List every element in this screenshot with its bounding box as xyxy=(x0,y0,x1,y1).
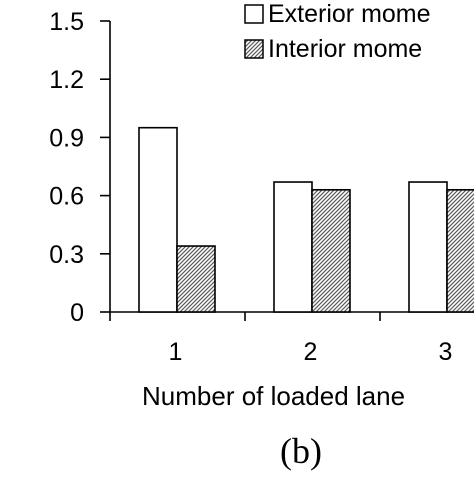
exterior-bar xyxy=(273,181,313,313)
y-tick-label: 1.5 xyxy=(49,8,84,36)
x-axis-title: Number of loaded lane xyxy=(142,381,405,411)
y-tick-label: 0 xyxy=(70,299,84,327)
y-tick-label: 0.6 xyxy=(49,183,84,211)
legend-label: Exterior mome xyxy=(268,0,431,28)
y-axis: 0 0.3 0.6 0.9 1.2 1.5 xyxy=(49,8,111,327)
interior-bar xyxy=(176,245,216,313)
y-tick-label: 0.9 xyxy=(49,124,84,152)
exterior-bar xyxy=(408,181,448,313)
interior-bar xyxy=(446,188,474,313)
exterior-bar xyxy=(138,126,178,313)
legend-swatch xyxy=(244,39,264,59)
panel-label: (b) xyxy=(280,431,322,471)
legend-swatch xyxy=(244,4,264,24)
x-axis: 1 2 3 xyxy=(109,311,474,366)
bars-group xyxy=(138,126,474,313)
legend-label: Interior mome xyxy=(268,35,422,63)
legend: Exterior mome Interior mome xyxy=(244,0,431,63)
x-tick-label: 3 xyxy=(439,338,453,366)
y-tick-label: 1.2 xyxy=(49,66,84,94)
x-tick-label: 1 xyxy=(169,338,183,366)
x-tick-label: 2 xyxy=(304,338,318,366)
interior-bar xyxy=(311,188,351,313)
y-tick-label: 0.3 xyxy=(49,241,84,269)
